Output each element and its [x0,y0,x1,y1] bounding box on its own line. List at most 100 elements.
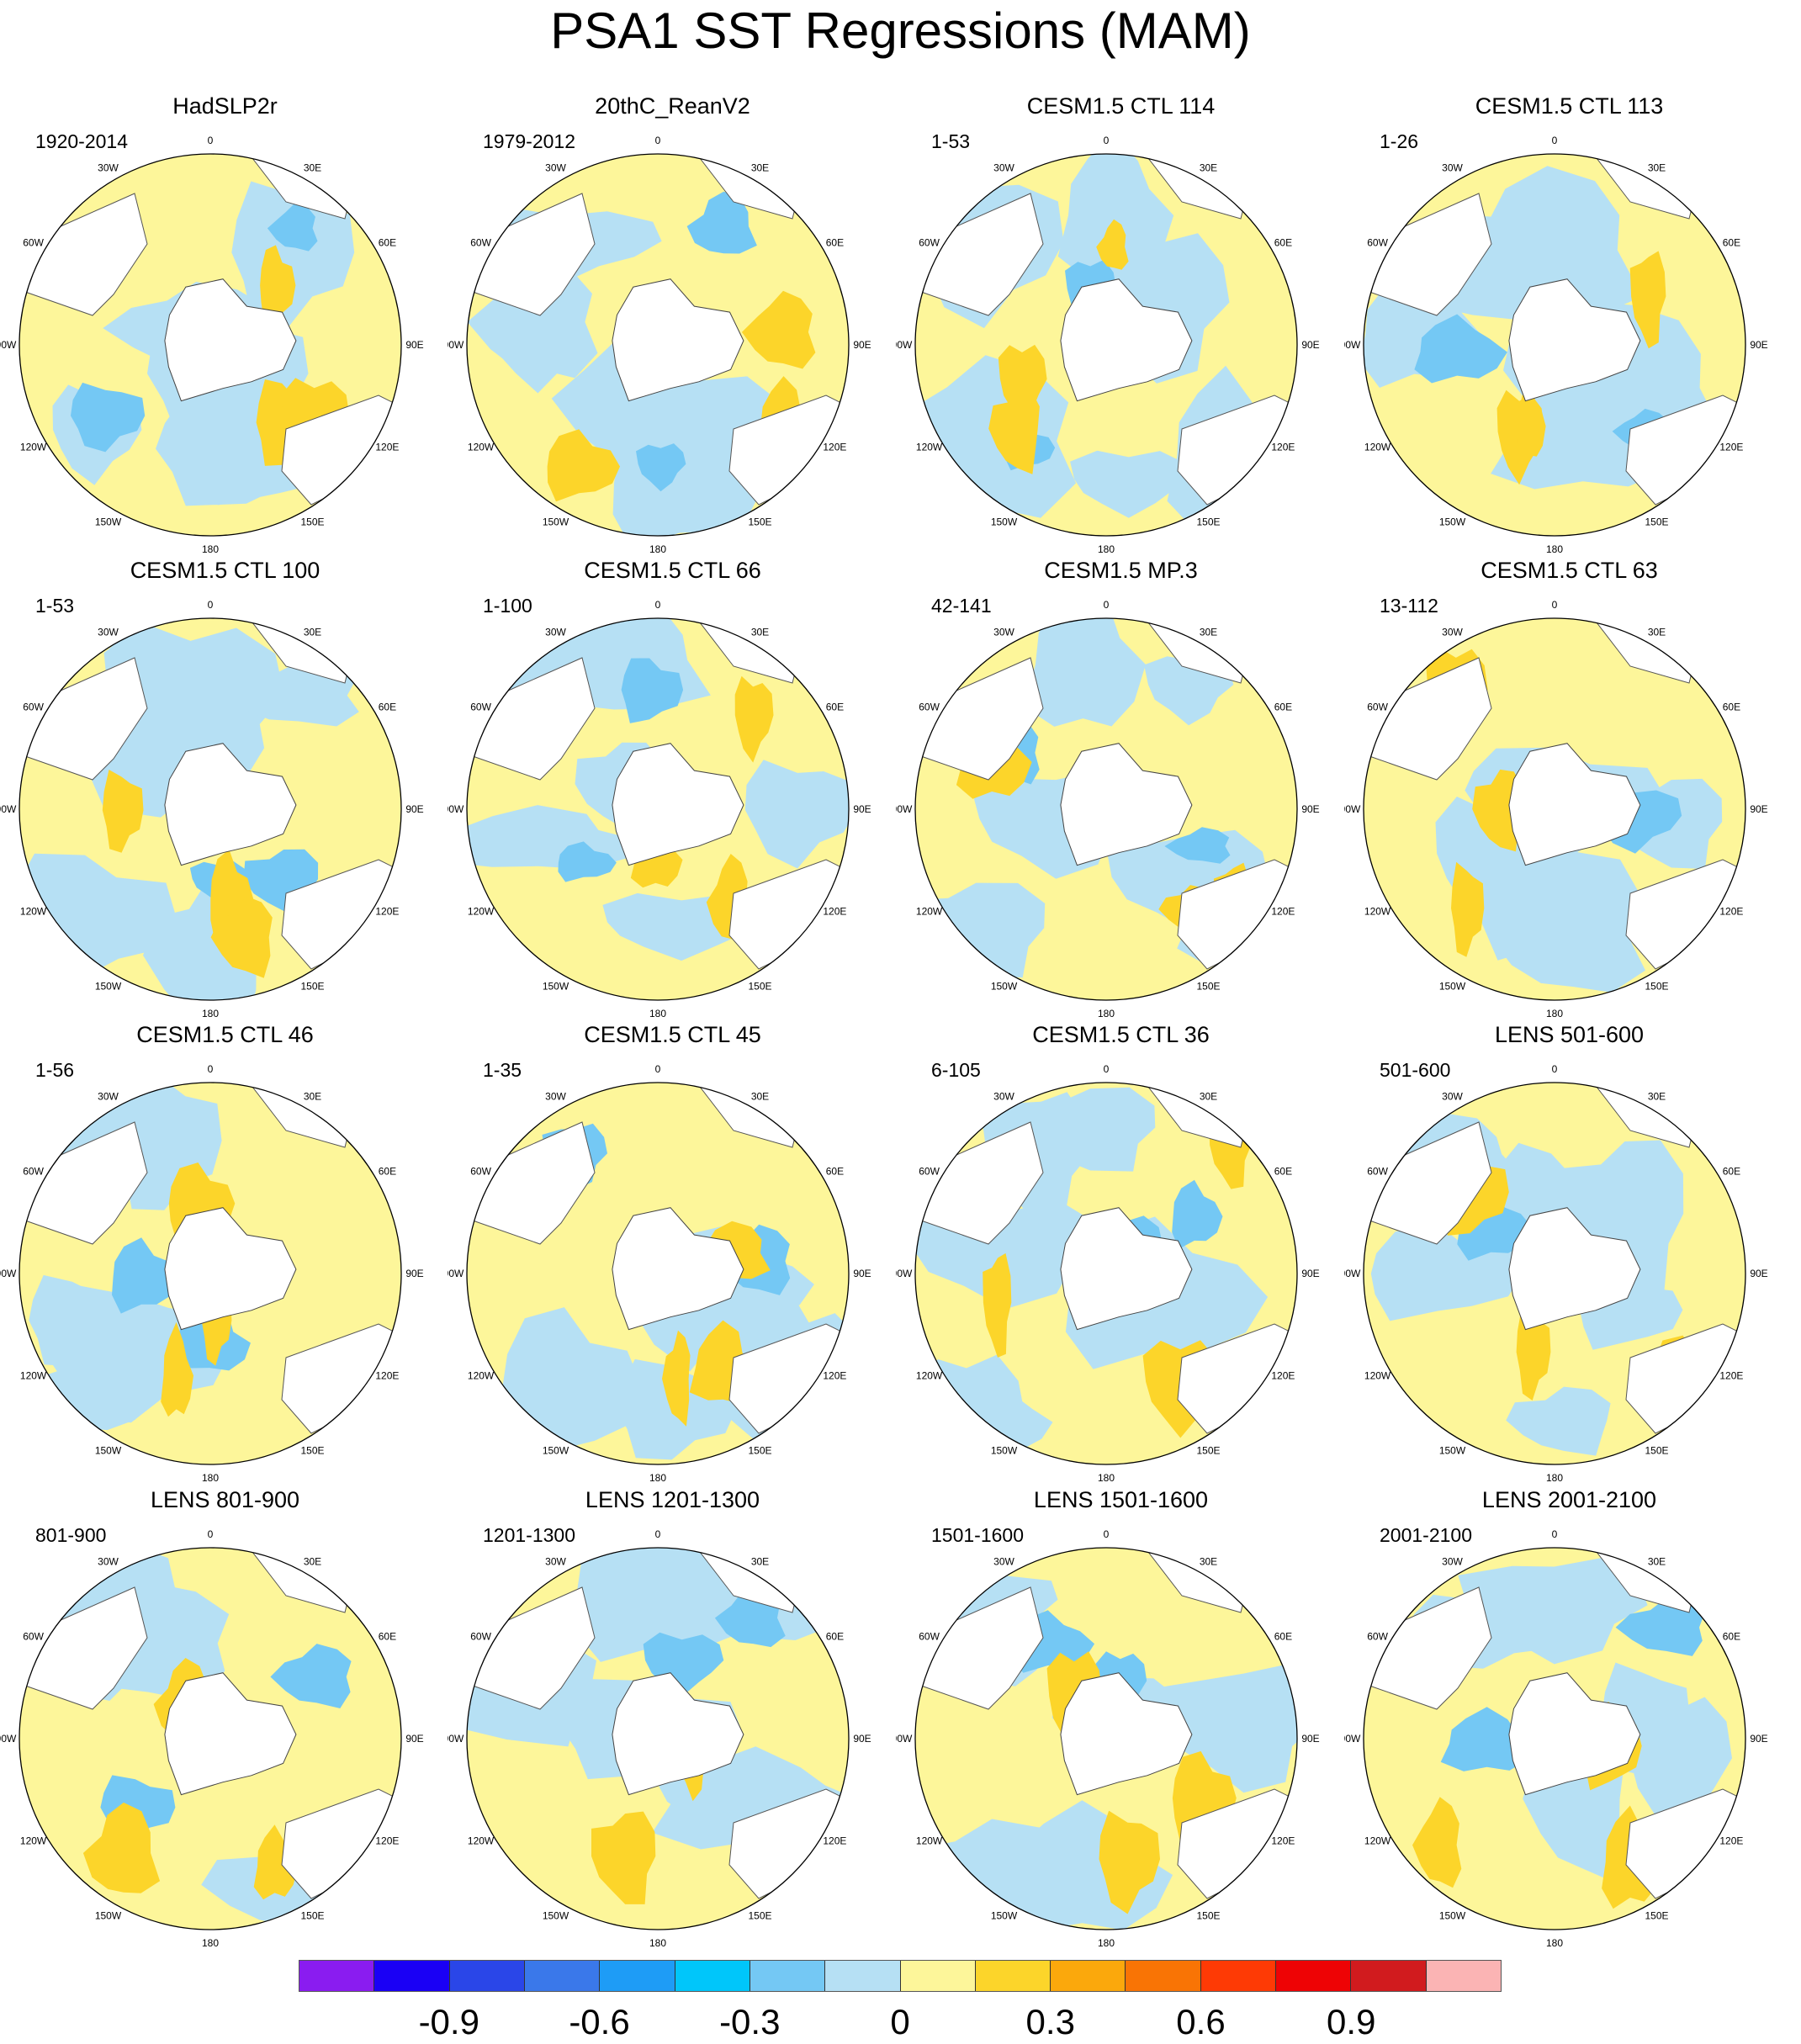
antarctica [612,743,744,866]
longitude-label: 30E [1200,627,1217,638]
longitude-label: 90W [448,1733,464,1745]
longitude-label: 150W [543,980,569,992]
map-panel: 0 30E 60E 90E 120E 150E 180 150W 120W 90W 60W 30W LE… [0,1486,450,1951]
longitude-label: 90W [1344,1733,1361,1745]
longitude-label: 120W [1364,906,1391,918]
longitude-label: 0 [1104,135,1110,146]
positive-anomaly-region [1099,1810,1160,1914]
longitude-label: 180 [202,1472,219,1484]
panel-period: 13-112 [1380,595,1438,617]
antarctica [164,1672,297,1796]
positive-anomaly-region [253,1824,299,1900]
positive-anomaly-region [1629,251,1666,349]
longitude-label: 90E [405,339,423,351]
colorbar-swatch [975,1961,1051,1991]
antarctica [164,1207,297,1331]
positive-anomaly-region [591,1811,656,1904]
longitude-label: 0 [208,1063,214,1075]
positive-anomaly-region [983,1252,1012,1358]
longitude-label: 150E [1645,516,1668,527]
map-panel: 0 30E 60E 90E 120E 150E 180 150W 120W 90W 60W 30W CE… [1344,557,1794,1021]
longitude-label: 180 [649,543,666,555]
longitude-label: 30W [545,1091,566,1103]
antarctica [1508,1672,1641,1796]
map-panel: 0 30E 60E 90E 120E 150E 180 150W 120W 90W 60W 30W LE… [1344,1021,1794,1485]
longitude-label: 90W [0,1733,17,1745]
negative-anomaly-region [915,882,1046,978]
longitude-label: 120W [1364,1835,1391,1847]
longitude-label: 60W [1367,1166,1388,1178]
positive-anomaly-region [1412,1797,1462,1888]
positive-anomaly-region [662,1330,691,1427]
longitude-label: 90E [853,339,871,351]
longitude-label: 60W [23,1166,44,1178]
positive-anomaly-region [1516,1306,1551,1401]
longitude-label: 30W [98,627,119,638]
longitude-label: 60W [23,237,44,249]
positive-anomaly-region [102,770,144,853]
longitude-label: 120W [20,906,47,918]
map-panel: 0 30E 60E 90E 120E 150E 180 150W 120W 90W 60W 30W Ha… [0,93,450,557]
colorbar-swatch [750,1961,826,1991]
longitude-label: 180 [202,543,219,555]
polar-map: 0 30E 60E 90E 120E 150E 180 150W 120W 90W 60W 30W [0,599,424,1019]
longitude-label: 60E [379,1166,396,1178]
polar-map: 0 30E 60E 90E 120E 150E 180 150W 120W 90W 60W 30W [1344,1063,1768,1484]
longitude-label: 120E [1271,442,1295,453]
longitude-label: 120E [1719,1835,1743,1847]
negative-anomaly-region [1016,1087,1156,1172]
longitude-label: 180 [649,1937,666,1949]
positive-anomaly-region [741,290,816,369]
longitude-label: 150W [543,1444,569,1456]
panel-period: 1501-1600 [931,1524,1024,1546]
longitude-label: 120W [468,906,495,918]
longitude-label: 30W [993,1091,1014,1103]
longitude-label: 180 [202,1008,219,1019]
antarctica [164,278,297,402]
longitude-label: 30E [1648,1556,1666,1568]
longitude-label: 60E [826,1166,844,1178]
longitude-label: 30E [751,1556,769,1568]
land-mass [19,1586,148,1710]
panel-period: 2001-2100 [1380,1524,1472,1546]
longitude-label: 180 [1098,1937,1115,1949]
negative-anomaly-region [1458,1557,1648,1665]
antarctica [612,1672,744,1796]
longitude-label: 120W [468,1370,495,1382]
panel-title: CESM1.5 CTL 113 [1475,93,1664,119]
longitude-label: 120E [375,442,399,453]
colorbar-swatch [1126,1961,1201,1991]
polar-map: 0 30E 60E 90E 120E 150E 180 150W 120W 90W 60W 30W [896,1063,1320,1484]
longitude-label: 30W [98,1556,119,1568]
land-mass [1364,1121,1492,1245]
longitude-label: 180 [1098,543,1115,555]
positive-anomaly-region [161,1321,193,1417]
longitude-label: 90W [896,1733,913,1745]
longitude-label: 60W [1367,1631,1388,1643]
map-panel: 0 30E 60E 90E 120E 150E 180 150W 120W 90W 60W 30W 20… [448,93,898,557]
longitude-label: 120W [916,442,943,453]
positive-anomaly-region [1096,219,1129,270]
land-mass [19,193,148,316]
polar-map: 0 30E 60E 90E 120E 150E 180 150W 120W 90W 60W 30W [0,1063,424,1484]
longitude-label: 120E [823,1835,846,1847]
colorbar-swatch [600,1961,675,1991]
colorbar-tick-label: 0.3 [1025,2002,1075,2041]
map-panel: 0 30E 60E 90E 120E 150E 180 150W 120W 90W 60W 30W LE… [1344,1486,1794,1951]
panel-period: 1-53 [931,130,971,152]
longitude-label: 90W [0,803,17,815]
antarctica [1060,1207,1193,1331]
colorbar-swatch [1051,1961,1126,1991]
longitude-label: 150E [748,1444,771,1456]
panel-period: 1-53 [35,595,75,617]
longitude-label: 0 [1552,135,1558,146]
longitude-label: 90E [405,1733,423,1745]
longitude-label: 90W [896,803,913,815]
positive-anomaly-region [82,1802,161,1893]
longitude-label: 30E [304,627,321,638]
longitude-label: 30W [993,627,1014,638]
panel-period: 1-26 [1380,130,1419,152]
longitude-label: 150W [991,1909,1018,1921]
longitude-label: 150E [1645,1444,1668,1456]
longitude-label: 150E [748,516,771,527]
